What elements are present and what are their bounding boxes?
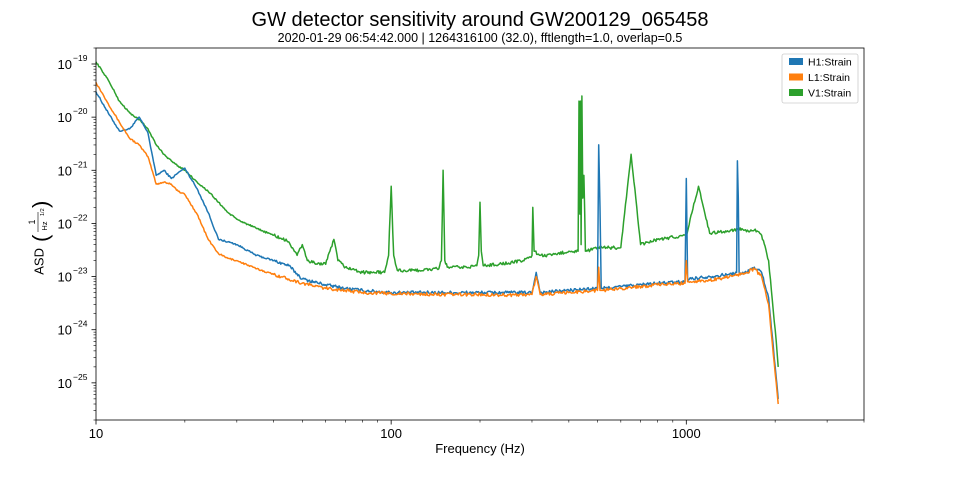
y-tick-exponent: −24 — [73, 319, 88, 329]
y-axis-label: ASD — [31, 248, 46, 275]
y-tick-exponent: −21 — [73, 159, 88, 169]
legend-swatch-l1 — [789, 73, 803, 81]
y-tick-base: 10 — [58, 270, 72, 285]
y-axis-label-group: ASD ( 1 Hz 1/2 ) — [27, 201, 53, 275]
y-tick-exponent: −25 — [73, 372, 88, 382]
legend-label: L1:Strain — [808, 72, 850, 84]
y-tick-base: 10 — [58, 57, 72, 72]
chart-title: GW detector sensitivity around GW200129_… — [252, 9, 709, 31]
series-line-l1 — [95, 82, 779, 405]
y-unit-numerator: 1 — [27, 219, 37, 224]
series-line-h1 — [95, 91, 779, 399]
plot-frame — [95, 47, 865, 421]
y-unit-exponent: 1/2 — [40, 208, 46, 216]
legend-swatch-h1 — [789, 58, 803, 65]
legend-label: V1:Strain — [808, 88, 851, 100]
y-tick-exponent: −20 — [73, 106, 88, 116]
chart-subtitle: 2020-01-29 06:54:42.000 | 1264316100 (32… — [278, 31, 683, 45]
y-tick-base: 10 — [58, 376, 72, 391]
series-line-v1 — [95, 61, 779, 367]
x-tick-label: 1000 — [672, 426, 701, 441]
y-unit-denominator: Hz — [40, 221, 49, 230]
y-tick-exponent: −19 — [73, 53, 88, 63]
x-tick-label: 100 — [380, 426, 402, 441]
y-tick-base: 10 — [58, 216, 72, 231]
x-tick-label: 10 — [89, 426, 103, 441]
y-unit-open-paren: ( — [28, 234, 53, 242]
legend-label: H1:Strain — [808, 57, 852, 69]
y-tick-base: 10 — [58, 110, 72, 125]
y-tick-base: 10 — [58, 323, 72, 338]
y-tick-exponent: −22 — [73, 212, 88, 222]
legend-swatch-v1 — [789, 89, 803, 96]
legend: H1:Strain L1:Strain V1:Strain — [781, 53, 859, 104]
y-tick-base: 10 — [58, 163, 72, 178]
series-layer — [95, 61, 779, 405]
y-unit-close-paren: ) — [28, 201, 53, 208]
y-tick-exponent: −23 — [73, 266, 88, 276]
x-axis-label: Frequency (Hz) — [435, 441, 525, 456]
